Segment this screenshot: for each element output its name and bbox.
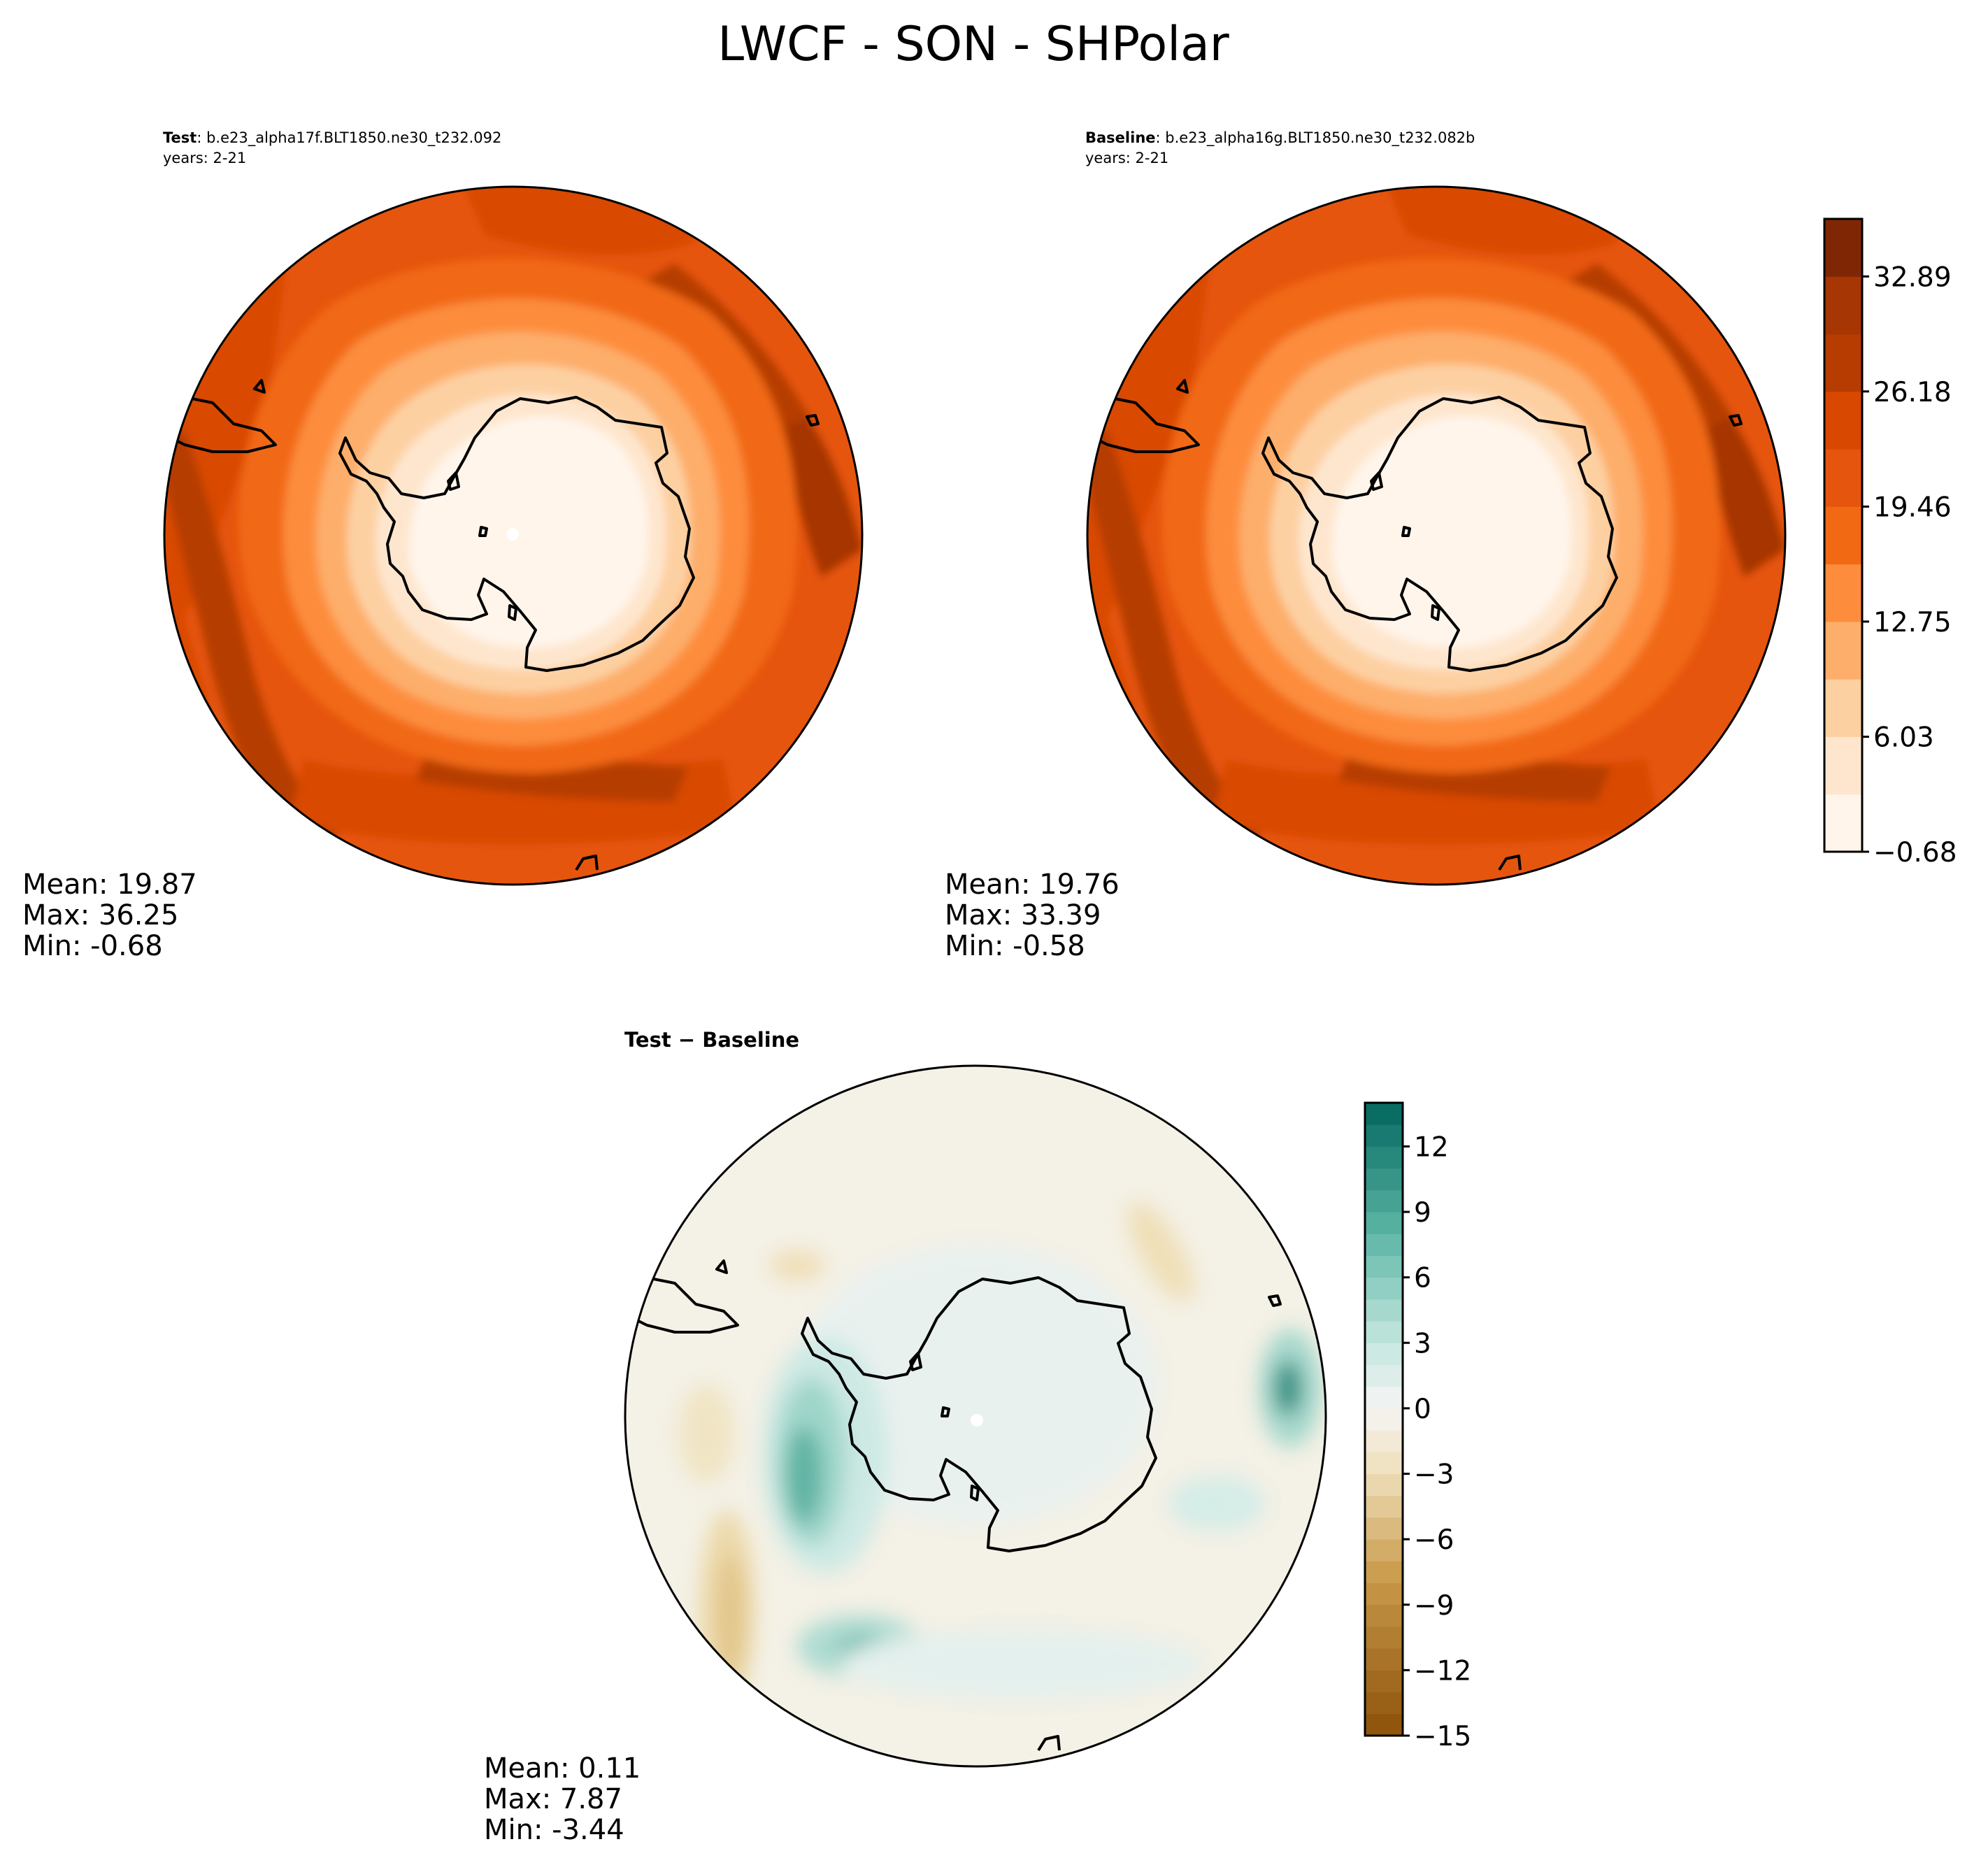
- difference-map: [625, 1066, 1326, 1766]
- difference-colorbar-band: [1365, 1103, 1403, 1125]
- test-header: Test: b.e23_alpha17f.BLT1850.ne30_t232.0…: [163, 129, 501, 147]
- difference-colorbar-frame: [1364, 1101, 1404, 1737]
- difference-colorbar-band: [1365, 1517, 1403, 1540]
- top-colorbar-tick-label: 26.18: [1873, 377, 1952, 408]
- difference-colorbar-band: [1365, 1473, 1403, 1496]
- baseline-stat-mean: Mean: 19.76: [945, 869, 1120, 901]
- top-colorbar-ticks: −0.68 6.03 12.75 19.46 26.18 32.89: [1862, 262, 1957, 869]
- top-colorbar-band: [1824, 736, 1862, 795]
- difference-colorbar-band: [1365, 1582, 1403, 1606]
- difference-colorbar-tick-label: 9: [1414, 1197, 1431, 1229]
- difference-colorbar-tick-label: 3: [1414, 1328, 1431, 1359]
- difference-colorbar-ticks: −15 −12 −9 −6 −3 0 3 6 9 12: [1403, 1131, 1471, 1752]
- difference-title: Test − Baseline: [624, 1028, 799, 1052]
- top-colorbar-band: [1824, 334, 1862, 392]
- figure-title: LWCF - SON - SHPolar: [717, 17, 1229, 72]
- top-colorbar-frame: [1823, 217, 1864, 853]
- difference-colorbar-band: [1365, 1124, 1403, 1147]
- test-label: Test: [163, 129, 196, 146]
- test-pole-marker: [506, 528, 519, 541]
- difference-colorbar-band: [1365, 1299, 1403, 1322]
- difference-colorbar-band: [1365, 1212, 1403, 1234]
- difference-colorbar-band: [1365, 1343, 1403, 1365]
- difference-colorbar-band: [1365, 1168, 1403, 1191]
- difference-colorbar-band: [1365, 1364, 1403, 1387]
- difference-colorbar-band: [1365, 1255, 1403, 1278]
- difference-colorbar-tick-label: −15: [1414, 1721, 1471, 1752]
- difference-colorbar: −15 −12 −9 −6 −3 0 3 6 9 12: [1364, 1101, 1471, 1752]
- difference-colorbar-band: [1365, 1604, 1403, 1627]
- baseline-case-name: : b.e23_alpha16g.BLT1850.ne30_t232.082b: [1156, 129, 1475, 147]
- top-colorbar-bands: [1824, 219, 1862, 852]
- difference-colorbar-tick-label: −6: [1414, 1524, 1454, 1556]
- difference-colorbar-band: [1365, 1626, 1403, 1649]
- difference-colorbar-band: [1365, 1713, 1403, 1736]
- difference-colorbar-band: [1365, 1452, 1403, 1475]
- baseline-years: years: 2-21: [1085, 150, 1168, 166]
- difference-colorbar-band: [1365, 1539, 1403, 1562]
- baseline-panel: Baseline: b.e23_alpha16g.BLT1850.ne30_t2…: [945, 129, 1787, 962]
- top-colorbar-band: [1824, 449, 1862, 507]
- test-stat-min: Min: -0.68: [22, 930, 163, 962]
- difference-pole-marker: [971, 1414, 983, 1427]
- test-map-border: [163, 185, 864, 886]
- difference-colorbar-band: [1365, 1234, 1403, 1256]
- difference-colorbar-band: [1365, 1321, 1403, 1343]
- difference-colorbar-tick-label: −9: [1414, 1590, 1454, 1622]
- top-colorbar-tick-label: 6.03: [1873, 722, 1934, 754]
- baseline-map-border: [1086, 185, 1787, 886]
- difference-stat-max: Max: 7.87: [484, 1783, 622, 1815]
- top-colorbar-tick-label: 12.75: [1873, 607, 1952, 638]
- difference-colorbar-band: [1365, 1430, 1403, 1452]
- test-stat-max: Max: 36.25: [22, 899, 178, 931]
- top-colorbar-tick-label: −0.68: [1873, 837, 1957, 869]
- top-colorbar-band: [1824, 391, 1862, 450]
- baseline-stat-max: Max: 33.39: [945, 899, 1101, 931]
- difference-colorbar-band: [1365, 1146, 1403, 1169]
- difference-colorbar-band: [1365, 1189, 1403, 1213]
- difference-colorbar-band: [1365, 1648, 1403, 1671]
- difference-colorbar-tick-label: 0: [1414, 1394, 1431, 1425]
- difference-stat-mean: Mean: 0.11: [484, 1752, 641, 1785]
- difference-colorbar-band: [1365, 1692, 1403, 1715]
- top-colorbar-band: [1824, 679, 1862, 737]
- difference-colorbar-band: [1365, 1670, 1403, 1693]
- baseline-label: Baseline: [1085, 129, 1156, 146]
- baseline-map: [1087, 187, 1785, 885]
- difference-colorbar-tick-label: 6: [1414, 1263, 1431, 1294]
- baseline-header: Baseline: b.e23_alpha16g.BLT1850.ne30_t2…: [1085, 129, 1475, 147]
- difference-colorbar-tick-label: −12: [1414, 1655, 1471, 1687]
- difference-stat-min: Min: -3.44: [484, 1814, 624, 1846]
- difference-colorbar-bands: [1365, 1103, 1403, 1736]
- top-colorbar-tick-label: 32.89: [1873, 262, 1952, 293]
- top-colorbar-band: [1824, 564, 1862, 622]
- difference-panel: Test − Baseline: [484, 1028, 1327, 1846]
- baseline-stat-min: Min: -0.58: [945, 930, 1085, 962]
- test-panel: Test: b.e23_alpha17f.BLT1850.ne30_t232.0…: [22, 129, 864, 962]
- difference-colorbar-tick-label: −3: [1414, 1459, 1454, 1491]
- difference-map-border: [624, 1064, 1327, 1768]
- test-years: years: 2-21: [163, 150, 246, 166]
- difference-colorbar-band: [1365, 1561, 1403, 1584]
- difference-colorbar-band: [1365, 1386, 1403, 1409]
- test-stat-mean: Mean: 19.87: [22, 869, 197, 901]
- top-colorbar-band: [1824, 276, 1862, 335]
- test-map: [164, 187, 862, 885]
- test-case-name: : b.e23_alpha17f.BLT1850.ne30_t232.092: [196, 129, 501, 147]
- top-colorbar-band: [1824, 219, 1862, 277]
- difference-colorbar-band: [1365, 1495, 1403, 1518]
- difference-colorbar-band: [1365, 1277, 1403, 1300]
- difference-colorbar-band: [1365, 1408, 1403, 1431]
- top-colorbar-band: [1824, 621, 1862, 680]
- top-colorbar-band: [1824, 506, 1862, 565]
- top-colorbar: −0.68 6.03 12.75 19.46 26.18 32.89: [1823, 217, 1957, 869]
- top-colorbar-tick-label: 19.46: [1873, 492, 1952, 523]
- difference-colorbar-tick-label: 12: [1414, 1131, 1449, 1163]
- top-colorbar-band: [1824, 794, 1862, 852]
